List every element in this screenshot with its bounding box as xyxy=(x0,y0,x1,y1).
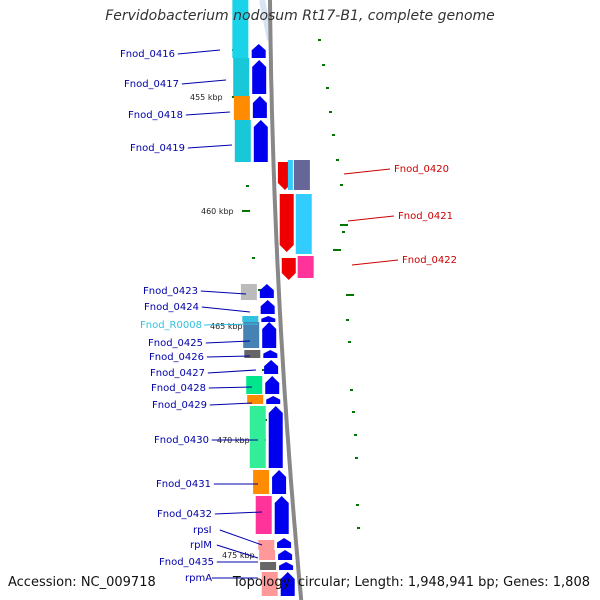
gene-label: Fnod_0423 xyxy=(143,286,198,297)
forward-gene-arrow xyxy=(252,96,267,118)
genome-summary-text: Topology: circular; Length: 1,948,941 bp… xyxy=(232,575,590,590)
forward-gene-arrow xyxy=(263,350,278,358)
cog-category-box xyxy=(247,395,264,404)
tick-label: 455 kbp xyxy=(190,93,223,102)
gene-label: rplM xyxy=(190,540,212,551)
reverse-gene-arrow xyxy=(279,194,294,252)
gene-leader-line xyxy=(219,529,263,546)
gene-leader-line xyxy=(351,259,399,266)
forward-gene-arrow xyxy=(278,550,293,560)
gene-label: Fnod_0419 xyxy=(130,143,185,154)
gene-label: Fnod_0428 xyxy=(151,383,206,394)
forward-gene-arrow xyxy=(266,396,281,404)
tick-label: 465 kbp xyxy=(210,322,243,331)
gene-leader-line xyxy=(187,144,233,149)
gene-leader-line xyxy=(177,49,221,55)
tick-label: 475 kbp xyxy=(222,551,255,560)
cog-category-box xyxy=(242,316,259,322)
gene-label: Fnod_0435 xyxy=(159,557,214,568)
cog-category-box xyxy=(295,194,312,254)
cog-category-box xyxy=(253,470,270,494)
gene-leader-line xyxy=(206,355,251,358)
gene-label: Fnod_0421 xyxy=(398,211,453,222)
map-title: Fervidobacterium nodosum Rt17-B1, comple… xyxy=(105,8,495,24)
gene-leader-line xyxy=(181,79,227,85)
forward-gene-arrow xyxy=(261,316,276,322)
forward-gene-arrow xyxy=(251,44,266,58)
gene-leader-line xyxy=(203,323,259,326)
cog-category-box xyxy=(233,96,250,120)
cog-category-box xyxy=(260,562,277,570)
cog-category-box xyxy=(255,496,272,534)
gene-leader-line xyxy=(347,215,395,222)
cog-category-box xyxy=(243,322,260,348)
gene-leader-line xyxy=(343,168,391,175)
forward-gene-arrow xyxy=(265,376,280,394)
cog-category-box xyxy=(246,376,263,394)
forward-gene-arrow xyxy=(252,60,267,94)
cog-category-box xyxy=(240,284,257,300)
gene-label: Fnod_0429 xyxy=(152,400,207,411)
gene-label: Fnod_0425 xyxy=(148,338,203,349)
forward-gene-arrow xyxy=(260,300,275,314)
cog-category-box xyxy=(259,550,276,560)
forward-gene-arrow xyxy=(272,470,287,494)
gene-label: Fnod_0427 xyxy=(150,368,205,379)
gene-leader-line xyxy=(205,340,251,344)
gene-label: Fnod_0431 xyxy=(156,479,211,490)
cog-category-box xyxy=(249,406,266,468)
gene-leader-line xyxy=(207,369,257,374)
gene-leader-line xyxy=(208,386,253,389)
cog-category-box xyxy=(293,160,310,190)
forward-gene-arrow xyxy=(279,562,294,570)
forward-gene-arrow xyxy=(253,120,268,162)
accession-text: Accession: NC_009718 xyxy=(8,575,156,590)
forward-gene-arrow xyxy=(259,284,274,298)
gene-leader-line xyxy=(200,290,247,295)
gene-label: Fnod_R0008 xyxy=(140,320,202,331)
forward-gene-arrow xyxy=(280,572,295,596)
gene-leader-line xyxy=(185,111,231,116)
gene-label: Fnod_0426 xyxy=(149,352,204,363)
tick-label: 460 kbp xyxy=(201,207,234,216)
gene-leader-line xyxy=(201,306,251,313)
gene-label: Fnod_0420 xyxy=(394,164,449,175)
gene-label: Fnod_0422 xyxy=(402,255,457,266)
forward-gene-arrow xyxy=(264,360,279,374)
gene-leader-line xyxy=(209,402,253,406)
cog-category-box xyxy=(287,160,293,190)
forward-gene-arrow xyxy=(268,406,283,468)
forward-gene-arrow xyxy=(277,538,292,548)
gene-label: Fnod_0424 xyxy=(144,302,199,313)
gene-label: Fnod_0432 xyxy=(157,509,212,520)
cog-category-box xyxy=(261,572,278,596)
cog-category-box xyxy=(297,256,314,278)
cog-category-box xyxy=(234,120,251,162)
gene-leader-line xyxy=(214,511,263,515)
cog-category-box xyxy=(258,540,275,550)
genome-backbone xyxy=(268,0,304,600)
gene-label: Fnod_0417 xyxy=(124,79,179,90)
gene-label: Fnod_0418 xyxy=(128,110,183,121)
gene-label: Fnod_0430 xyxy=(154,435,209,446)
forward-gene-arrow xyxy=(262,322,277,348)
forward-gene-arrow xyxy=(274,496,289,534)
gene-label: rpsI xyxy=(193,525,212,536)
gene-label: rpmA xyxy=(185,573,212,584)
cog-category-box xyxy=(233,58,250,96)
cog-category-box xyxy=(244,350,261,358)
gene-label: Fnod_0416 xyxy=(120,49,175,60)
gene-leader-line xyxy=(216,544,259,559)
cog-category-box xyxy=(232,0,249,58)
reverse-gene-arrow xyxy=(281,258,296,280)
